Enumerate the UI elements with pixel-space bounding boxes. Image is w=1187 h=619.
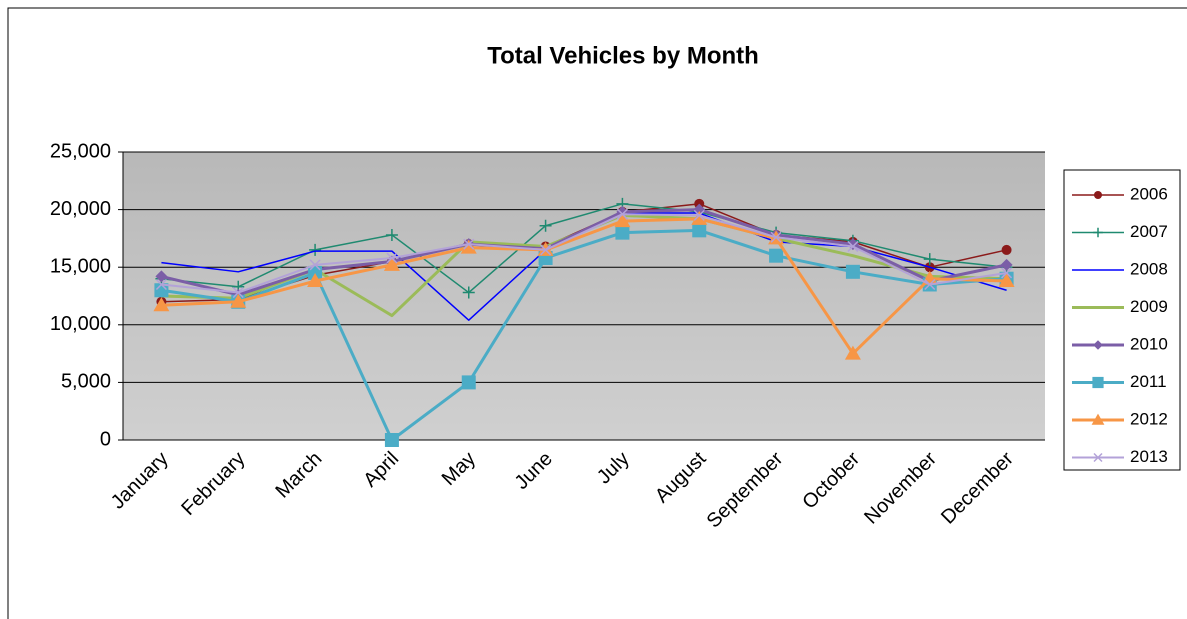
data-point — [770, 231, 782, 243]
series-line — [161, 208, 1007, 297]
series-line — [161, 217, 1007, 356]
legend-label: 2011 — [1130, 372, 1167, 391]
data-point — [614, 213, 631, 228]
y-tick-label: 25,000 — [50, 140, 111, 162]
data-point — [769, 248, 784, 263]
data-point — [386, 252, 398, 264]
data-point — [692, 223, 707, 238]
y-tick-label: 0 — [100, 428, 111, 450]
data-point — [844, 345, 861, 360]
data-point — [155, 270, 168, 283]
series-line — [161, 203, 1007, 294]
data-point — [691, 210, 708, 225]
data-point — [154, 283, 169, 298]
data-point — [309, 243, 322, 256]
data-point — [847, 240, 859, 252]
data-point — [232, 287, 244, 299]
legend-label: 2008 — [1130, 259, 1168, 278]
legend-label: 2009 — [1130, 297, 1168, 316]
series-line — [161, 213, 1007, 294]
data-point — [616, 208, 628, 220]
y-tick-label: 20,000 — [50, 198, 111, 220]
legend-label: 2012 — [1130, 409, 1168, 428]
data-point — [307, 273, 324, 288]
data-point — [460, 239, 477, 254]
legend-label: 2013 — [1130, 447, 1168, 466]
data-point — [845, 264, 860, 279]
data-point — [384, 433, 399, 447]
legend-marker — [1092, 376, 1104, 389]
legend-label: 2006 — [1130, 184, 1168, 203]
y-tick-label: 10,000 — [50, 313, 111, 335]
legend-label: 2010 — [1130, 334, 1168, 353]
data-point — [1000, 258, 1013, 271]
data-point — [540, 244, 552, 256]
y-tick-label: 5,000 — [61, 371, 111, 393]
data-point — [462, 286, 475, 299]
y-tick-label: 15,000 — [50, 255, 111, 277]
plot-area — [123, 152, 1045, 440]
data-point — [383, 256, 400, 271]
data-point — [308, 265, 323, 280]
data-point — [153, 297, 170, 312]
legend-marker — [1093, 340, 1103, 350]
legend-marker — [1091, 413, 1105, 425]
data-point — [230, 293, 247, 308]
data-point — [463, 238, 475, 250]
legend-marker — [1093, 227, 1103, 238]
data-point — [1001, 267, 1013, 279]
data-point — [924, 278, 936, 291]
series-line — [161, 228, 1007, 442]
data-point — [539, 219, 552, 232]
legend-marker — [1094, 191, 1102, 199]
data-point — [923, 253, 936, 266]
chart-title: Total Vehicles by Month — [487, 42, 759, 69]
data-point — [309, 259, 321, 271]
data-point — [1001, 244, 1012, 255]
legend-label: 2007 — [1130, 222, 1168, 241]
data-point — [693, 209, 705, 221]
data-point — [155, 278, 167, 291]
legend-marker — [1093, 452, 1103, 463]
data-point — [461, 375, 476, 390]
data-point — [998, 273, 1015, 288]
data-point — [615, 225, 630, 240]
data-point — [385, 228, 398, 241]
